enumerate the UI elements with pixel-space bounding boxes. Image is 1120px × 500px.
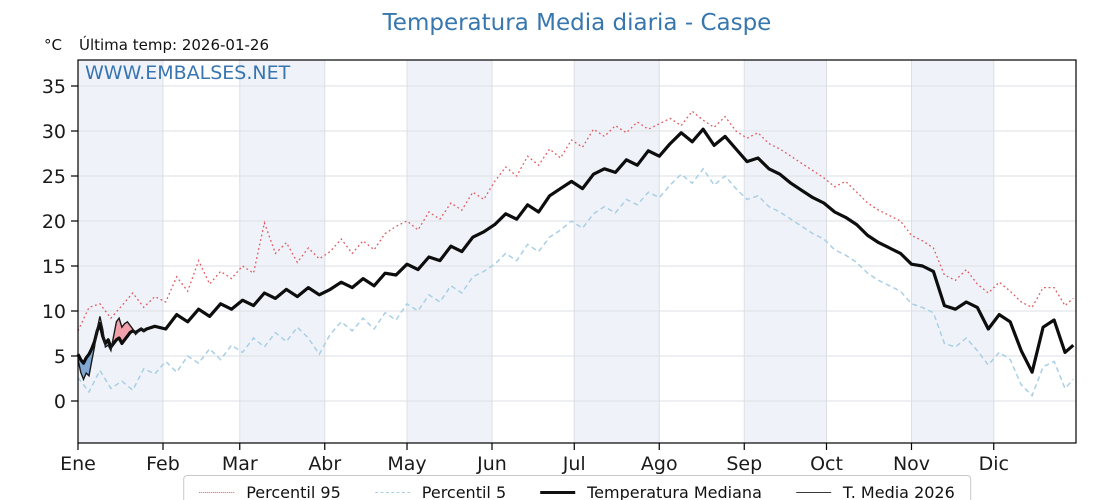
- x-tick-label: Jun: [476, 453, 507, 475]
- x-tick-label: Oct: [810, 453, 843, 475]
- plot-frame: [77, 59, 1077, 444]
- t-media-2026-line: [77, 316, 147, 382]
- month-band: [78, 60, 163, 443]
- x-tick-label: May: [387, 453, 426, 475]
- legend-item-t-media-2026: T. Media 2026: [795, 483, 955, 500]
- x-tick-label: Dic: [979, 453, 1009, 475]
- temperatura-mediana-line: [76, 127, 1075, 374]
- legend-item-mediana: Temperatura Mediana: [540, 483, 762, 500]
- y-tick-label: 35: [42, 76, 66, 98]
- month-band: [407, 60, 493, 443]
- y-tick-label: 25: [42, 166, 66, 188]
- legend-label-t-media-2026: T. Media 2026: [842, 483, 955, 500]
- percentil-5-line: [77, 167, 1074, 397]
- last-temp-annotation: Última temp: 2026-01-26: [78, 36, 269, 54]
- legend-item-percentil-5: Percentil 5: [374, 483, 507, 500]
- y-tick-label: 20: [42, 211, 66, 233]
- month-band: [744, 60, 827, 443]
- legend-label-mediana: Temperatura Mediana: [587, 483, 762, 500]
- month-band: [239, 60, 325, 443]
- x-tick-label: Sep: [726, 453, 762, 475]
- x-tick-label: Abr: [308, 453, 341, 475]
- y-tick-label: 5: [54, 346, 66, 368]
- x-tick-label: Nov: [893, 453, 930, 475]
- x-tick-label: Ene: [60, 453, 96, 475]
- month-band: [574, 60, 660, 443]
- axis-header: °C Última temp: 2026-01-26: [44, 36, 269, 54]
- legend-label-percentil-95: Percentil 95: [246, 483, 341, 500]
- y-tick-label: 30: [42, 121, 66, 143]
- legend-label-percentil-5: Percentil 5: [421, 483, 507, 500]
- x-tick-label: Feb: [146, 453, 180, 475]
- chart-title: Temperatura Media diaria - Caspe: [382, 10, 772, 36]
- x-tick-label: Ago: [641, 453, 678, 475]
- x-tick-label: Mar: [222, 453, 258, 475]
- percentil-95-line-sample: [199, 492, 235, 493]
- watermark: WWW.EMBALSES.NET: [85, 62, 291, 84]
- legend-item-percentil-95: Percentil 95: [199, 483, 341, 500]
- percentil-5-line-sample: [374, 492, 410, 493]
- mediana-line-sample: [540, 491, 576, 494]
- t-media-2026-line-sample: [795, 492, 831, 493]
- y-axis-unit-label: °C: [44, 36, 62, 54]
- y-tick-label: 10: [42, 301, 66, 323]
- y-tick-label: 0: [54, 391, 66, 413]
- x-tick-label: Jul: [562, 453, 586, 475]
- month-band: [911, 60, 994, 443]
- legend: Percentil 95 Percentil 5 Temperatura Med…: [183, 475, 971, 500]
- y-tick-label: 15: [42, 256, 66, 278]
